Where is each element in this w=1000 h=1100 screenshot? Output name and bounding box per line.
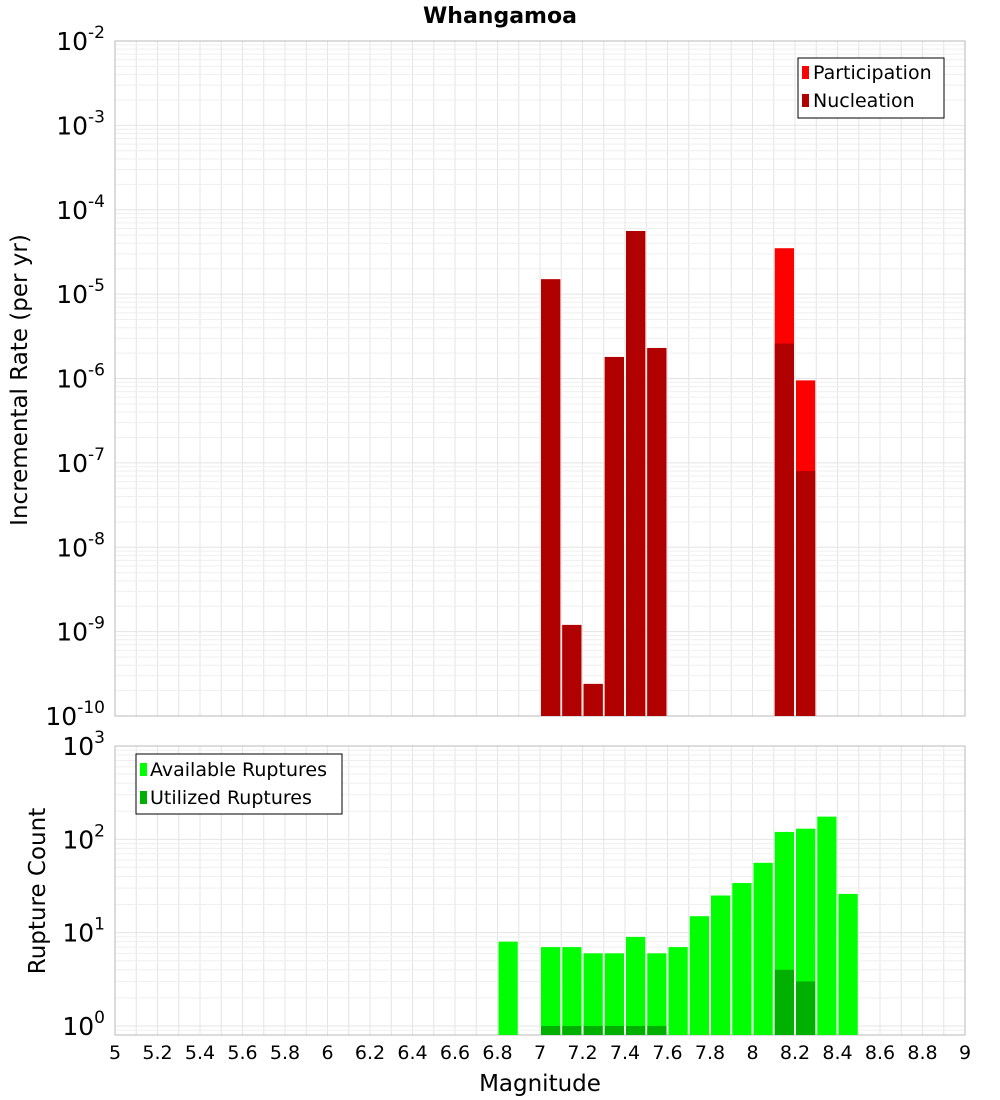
y-tick-label: 101 bbox=[62, 915, 105, 948]
rupture-count-plot-frame bbox=[114, 745, 966, 1036]
x-axis-label: Magnitude bbox=[479, 1071, 601, 1097]
x-tick-label: 6.6 bbox=[440, 1042, 470, 1064]
legend-swatch-participation bbox=[802, 66, 809, 79]
y-tick-label: 10-10 bbox=[45, 698, 105, 731]
rupture-count-plot: 103 102 101 100 5 5.2 5.4 5.6 5.8 6 6.2 6.4 6.6 6.8 7… bbox=[25, 728, 971, 1097]
y-tick-label: 10-7 bbox=[56, 445, 105, 478]
bar-available-ruptures bbox=[817, 816, 837, 1035]
bar-nucleation bbox=[647, 347, 667, 716]
bar-nucleation bbox=[796, 471, 816, 716]
bar-nucleation bbox=[626, 230, 646, 716]
bar-nucleation bbox=[583, 683, 603, 716]
x-tick-label: 6.4 bbox=[397, 1042, 427, 1064]
x-tick-label: 7.2 bbox=[567, 1042, 597, 1064]
x-tick-label: 6.8 bbox=[482, 1042, 512, 1064]
bar-available-ruptures bbox=[498, 941, 518, 1035]
rate-plot-legend: Participation Nucleation bbox=[797, 57, 945, 119]
x-tick-label: 8.4 bbox=[822, 1042, 852, 1064]
y-tick-label: 10-6 bbox=[56, 361, 105, 394]
bar-available-ruptures bbox=[838, 893, 858, 1035]
x-tick-label: 6 bbox=[321, 1042, 333, 1064]
rupture-count-plot-bars bbox=[498, 816, 858, 1035]
bar-available-ruptures bbox=[604, 953, 624, 1035]
legend-label-available-ruptures: Available Ruptures bbox=[150, 759, 327, 781]
x-tick-label: 7 bbox=[534, 1042, 546, 1064]
bar-nucleation bbox=[541, 279, 561, 716]
x-tick-label: 9 bbox=[959, 1042, 971, 1064]
x-tick-label: 5.2 bbox=[142, 1042, 172, 1064]
bar-utilized-ruptures bbox=[626, 1025, 646, 1035]
x-tick-label: 8 bbox=[746, 1042, 758, 1064]
x-tick-label: 8.6 bbox=[865, 1042, 895, 1064]
rupture-count-plot-y-ticks: 103 102 101 100 bbox=[62, 728, 105, 1041]
x-tick-label: 5.8 bbox=[270, 1042, 300, 1064]
bar-nucleation bbox=[562, 624, 582, 716]
rupture-count-plot-y-axis-label: Rupture Count bbox=[25, 808, 51, 974]
rupture-count-plot-legend-box bbox=[135, 753, 343, 815]
y-tick-label: 10-2 bbox=[56, 23, 105, 56]
bar-utilized-ruptures bbox=[604, 1025, 624, 1035]
bar-utilized-ruptures bbox=[647, 1025, 667, 1035]
bar-available-ruptures bbox=[541, 947, 561, 1035]
x-tick-label: 5.4 bbox=[185, 1042, 215, 1064]
legend-label-nucleation: Nucleation bbox=[813, 90, 915, 112]
bar-available-ruptures bbox=[583, 953, 603, 1035]
bar-available-ruptures bbox=[732, 883, 752, 1035]
legend-label-participation: Participation bbox=[813, 62, 932, 84]
legend-swatch-utilized-ruptures bbox=[140, 791, 147, 804]
bar-available-ruptures bbox=[689, 916, 709, 1035]
legend-label-utilized-ruptures: Utilized Ruptures bbox=[150, 787, 312, 809]
bar-utilized-ruptures bbox=[562, 1025, 582, 1035]
rate-plot-bars bbox=[541, 230, 816, 717]
y-tick-label: 100 bbox=[62, 1008, 105, 1041]
x-tick-label: 7.4 bbox=[610, 1042, 640, 1064]
bar-utilized-ruptures bbox=[796, 981, 816, 1035]
rate-plot-grid bbox=[114, 41, 966, 717]
bar-available-ruptures bbox=[753, 862, 773, 1035]
bar-available-ruptures bbox=[647, 953, 667, 1035]
rate-plot-y-ticks: 10-2 10-3 10-4 10-5 10-6 10-7 10-8 10-9 10-10 bbox=[45, 23, 105, 731]
x-tick-label: 8.2 bbox=[780, 1042, 810, 1064]
rate-plot-y-axis-label: Incremental Rate (per yr) bbox=[7, 234, 33, 526]
legend-swatch-nucleation bbox=[802, 94, 809, 107]
rate-plot-legend-box bbox=[797, 57, 945, 119]
x-tick-label: 7.6 bbox=[652, 1042, 682, 1064]
y-tick-label: 10-8 bbox=[56, 529, 105, 562]
rate-plot: 10-2 10-3 10-4 10-5 10-6 10-7 10-8 10-9 10-10 In… bbox=[7, 23, 966, 731]
bar-available-ruptures bbox=[711, 895, 731, 1035]
x-tick-label: 5 bbox=[109, 1042, 121, 1064]
y-tick-label: 10-5 bbox=[56, 276, 105, 309]
bar-available-ruptures bbox=[626, 936, 646, 1035]
bar-utilized-ruptures bbox=[541, 1025, 561, 1035]
x-tick-label: 6.2 bbox=[355, 1042, 385, 1064]
bar-utilized-ruptures bbox=[583, 1025, 603, 1035]
y-tick-label: 103 bbox=[62, 728, 105, 761]
x-tick-label: 5.6 bbox=[227, 1042, 257, 1064]
bar-utilized-ruptures bbox=[774, 969, 794, 1035]
x-tick-label: 8.8 bbox=[907, 1042, 937, 1064]
y-tick-label: 10-9 bbox=[56, 614, 105, 647]
bar-available-ruptures bbox=[668, 947, 688, 1035]
y-tick-label: 10-3 bbox=[56, 107, 105, 140]
bar-nucleation bbox=[774, 343, 794, 716]
y-tick-label: 102 bbox=[62, 821, 105, 854]
rupture-count-plot-x-ticks: 5 5.2 5.4 5.6 5.8 6 6.2 6.4 6.6 6.8 7 7.2 7.4 7.6 7.8 8… bbox=[109, 1042, 971, 1064]
x-tick-label: 7.8 bbox=[695, 1042, 725, 1064]
rate-plot-frame bbox=[114, 40, 966, 717]
rupture-count-plot-legend: Available Ruptures Utilized Ruptures bbox=[135, 753, 343, 815]
legend-swatch-available-ruptures bbox=[140, 763, 147, 776]
bar-nucleation bbox=[604, 356, 624, 716]
chart-title: Whangamoa bbox=[423, 4, 577, 29]
bar-available-ruptures bbox=[562, 947, 582, 1035]
y-tick-label: 10-4 bbox=[56, 192, 105, 225]
